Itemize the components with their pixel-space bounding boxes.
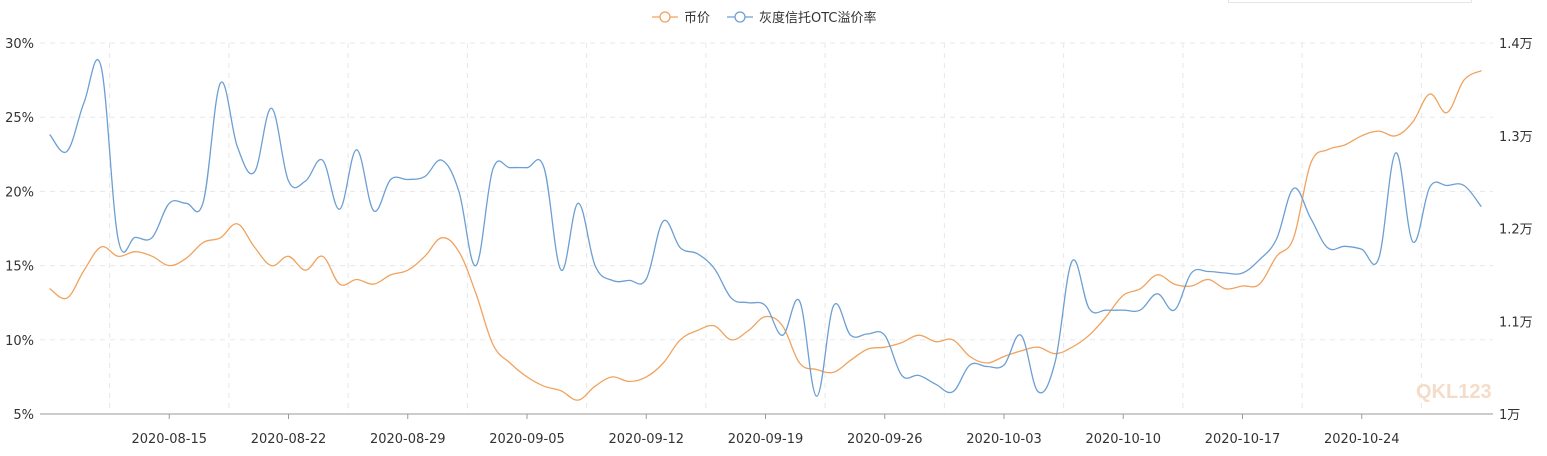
legend-marker	[734, 11, 746, 23]
y-right-tick-label: 1.1万	[1499, 315, 1533, 330]
legend[interactable]: 币价 灰度信托OTC溢价率	[652, 10, 877, 26]
legend-marker	[659, 11, 671, 23]
x-tick-label: 2020-09-19	[728, 432, 804, 447]
price-series-line	[49, 70, 1482, 401]
x-tick-label: 2020-08-29	[370, 432, 446, 447]
legend-item[interactable]: 币价	[652, 11, 710, 26]
left-y-axis-ticks: 5% 10% 15% 20% 25% 30%	[5, 37, 34, 423]
right-y-axis-ticks: 1万 1.1万 1.2万 1.3万 1.4万	[1499, 37, 1533, 423]
y-left-tick-label: 15%	[5, 260, 34, 275]
premium-series-line	[49, 58, 1482, 397]
y-right-tick-label: 1.3万	[1499, 130, 1533, 145]
y-left-tick-label: 25%	[5, 111, 34, 126]
y-left-tick-label: 10%	[5, 334, 34, 349]
x-axis-ticks: 2020-08-15 2020-08-22 2020-08-29 2020-09-05…	[131, 414, 1400, 447]
y-right-tick-label: 1.2万	[1499, 223, 1533, 238]
legend-label: 币价	[684, 11, 710, 26]
x-tick-label: 2020-10-10	[1085, 432, 1161, 447]
legend-label: 灰度信托OTC溢价率	[759, 10, 877, 26]
x-tick-label: 2020-10-03	[966, 432, 1042, 447]
y-left-tick-label: 5%	[13, 408, 34, 423]
x-tick-label: 2020-08-15	[131, 432, 207, 447]
watermark-logo: QKL123	[1416, 381, 1492, 403]
series-lines	[49, 58, 1482, 401]
x-tick-label: 2020-09-05	[489, 432, 565, 447]
x-tick-label: 2020-09-26	[847, 432, 923, 447]
y-left-tick-label: 30%	[5, 37, 34, 52]
x-tick-label: 2020-08-22	[251, 432, 327, 447]
y-left-tick-label: 20%	[5, 185, 34, 200]
grid	[40, 42, 1493, 414]
legend-item[interactable]: 灰度信托OTC溢价率	[727, 10, 877, 26]
x-tick-label: 2020-09-12	[608, 432, 684, 447]
y-right-tick-label: 1.4万	[1499, 37, 1533, 52]
y-right-tick-label: 1万	[1499, 408, 1520, 423]
top-right-control-frame	[1228, 0, 1472, 3]
x-tick-label: 2020-10-17	[1205, 432, 1281, 447]
x-tick-label: 2020-10-24	[1324, 432, 1400, 447]
